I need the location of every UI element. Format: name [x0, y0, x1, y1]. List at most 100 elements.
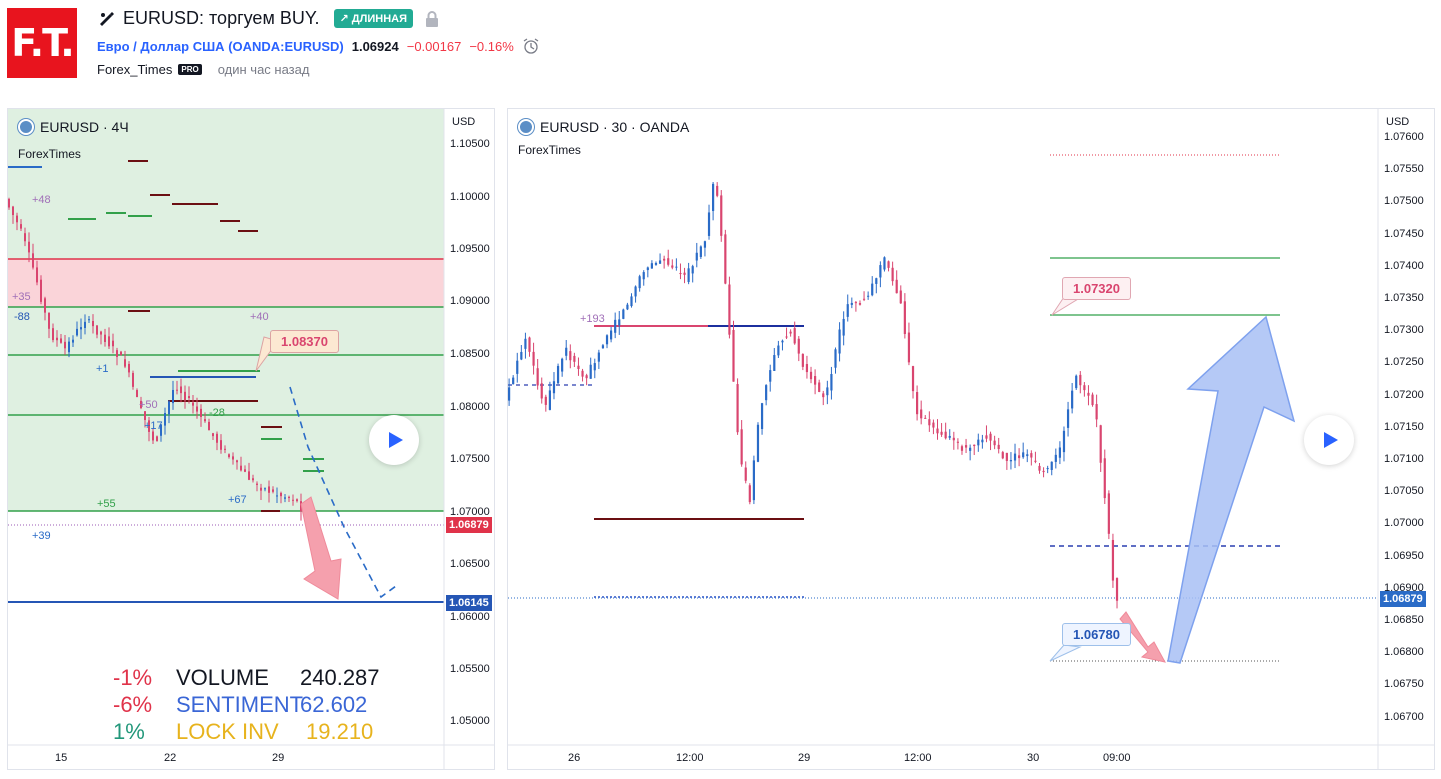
chart-label: +193	[580, 313, 605, 325]
candle-body	[1022, 452, 1025, 458]
candle-body	[164, 413, 166, 426]
candle-body	[100, 331, 102, 335]
candle-body	[675, 266, 678, 268]
candle-body	[924, 417, 927, 419]
candle-body	[793, 328, 796, 344]
candle-body	[871, 283, 874, 296]
candle-body	[846, 304, 849, 317]
symbol-flag-icon	[518, 119, 534, 135]
currency-label: USD	[1386, 116, 1410, 128]
chart-30m-title[interactable]: EURUSD · 30 · OANDA	[518, 119, 689, 135]
candle-body	[781, 340, 784, 343]
projection-path	[289, 386, 397, 599]
candle-body	[756, 424, 760, 462]
price-callout-bottom: 1.06780	[1062, 623, 1131, 646]
candle-body	[683, 272, 686, 275]
candle-body	[1046, 468, 1049, 470]
candle-body	[1083, 385, 1086, 391]
candle-body	[1054, 454, 1057, 462]
candle-body	[638, 276, 641, 289]
chart-label: +50	[139, 399, 158, 411]
candle-body	[124, 359, 126, 367]
candle-body	[977, 439, 980, 446]
candle-body	[80, 327, 82, 330]
candle-body	[744, 467, 747, 481]
candle-body	[887, 261, 890, 268]
candle-body	[809, 371, 813, 380]
idea-title-row: EURUSD: торгуем BUY. ↗ ДЛИННАЯ	[97, 8, 439, 29]
candle-body	[68, 341, 70, 353]
candle-body	[952, 437, 955, 441]
chart-30m[interactable]: EURUSD · 30 · OANDA ForexTimes USD 1.076…	[507, 108, 1435, 770]
candle-body	[152, 431, 154, 441]
date-tick: 12:00	[676, 752, 704, 764]
stat-name: LOCK INV	[176, 719, 279, 744]
indicator-stats: -1% VOLUME 240.287 -6% SENTIMENT 62.602 …	[113, 664, 380, 745]
candle-body	[654, 262, 658, 265]
candle-body	[536, 368, 539, 386]
symbol-row: Евро / Доллар США (OANDA:EURUSD) 1.06924…	[97, 38, 540, 54]
candle-body	[891, 267, 894, 282]
candle-body	[224, 448, 226, 450]
price-tick: 1.08500	[450, 348, 490, 360]
date-tick: 09:00	[1103, 752, 1131, 764]
down-arrow	[1119, 611, 1166, 663]
candle-body	[593, 363, 596, 371]
candle-body	[1050, 461, 1053, 470]
author-name[interactable]: Forex_Times	[97, 62, 173, 77]
candle-body	[148, 420, 150, 432]
stat-value: 62.602	[300, 692, 368, 717]
candle-body	[260, 487, 262, 491]
candle-body	[989, 433, 992, 441]
candle-body	[20, 224, 22, 229]
symbol-name[interactable]: Евро / Доллар США	[97, 38, 225, 54]
candle-body	[728, 284, 731, 335]
price-tick: 1.07100	[1384, 453, 1424, 465]
candle-body	[581, 370, 584, 377]
candle-body	[1115, 578, 1119, 601]
chart-4h-title[interactable]: EURUSD · 4Ч	[18, 119, 129, 135]
candle-body	[818, 382, 821, 392]
candle-body	[997, 444, 1000, 450]
candle-body	[200, 408, 202, 417]
symbol-exchange[interactable]: (OANDA:EURUSD)	[228, 38, 344, 54]
candle-body	[916, 392, 919, 415]
candle-body	[120, 351, 122, 356]
alarm-clock-icon[interactable]	[522, 38, 540, 54]
play-button[interactable]	[369, 415, 419, 465]
chart-4h[interactable]: EURUSD · 4Ч ForexTimes USD 1.10500 1.100…	[7, 108, 495, 770]
callout-pointer-bottom	[1049, 644, 1082, 662]
candle-body	[220, 440, 222, 450]
candle-body	[936, 428, 939, 434]
play-button[interactable]	[1304, 415, 1354, 465]
candle-body	[1079, 374, 1082, 386]
candle-body	[136, 390, 138, 398]
chart-30m-canvas[interactable]	[508, 109, 1435, 770]
candle-body	[658, 260, 662, 264]
long-badge: ↗ ДЛИННАЯ	[333, 9, 413, 28]
candle-body	[108, 336, 110, 347]
candle-body	[944, 431, 947, 439]
chart-30m-title-text: EURUSD · 30 · OANDA	[540, 119, 690, 135]
candle-body	[524, 338, 527, 349]
stat-name: SENTIMENT	[176, 692, 304, 717]
symbol-flag-icon	[18, 119, 34, 135]
idea-title: EURUSD: торгуем BUY.	[123, 8, 320, 28]
candle-body	[280, 492, 282, 497]
date-tick: 22	[164, 752, 177, 764]
candle-body	[132, 372, 134, 387]
price-tick: 1.09500	[450, 243, 490, 255]
chart-label: -88	[14, 311, 30, 323]
candle-body	[1095, 404, 1098, 420]
candle-body	[712, 183, 715, 212]
date-tick: 29	[272, 752, 285, 764]
candle-body	[268, 486, 270, 493]
candle-body	[618, 319, 621, 326]
candle-body	[699, 246, 702, 257]
stat-row-sentiment: -6% SENTIMENT 62.602	[113, 691, 380, 718]
chart-label: +48	[32, 194, 51, 206]
candle-body	[52, 328, 54, 341]
symbol-link[interactable]: Евро / Доллар США (OANDA:EURUSD)	[97, 39, 344, 54]
candle-body	[760, 403, 764, 430]
candle-body	[1066, 409, 1070, 428]
